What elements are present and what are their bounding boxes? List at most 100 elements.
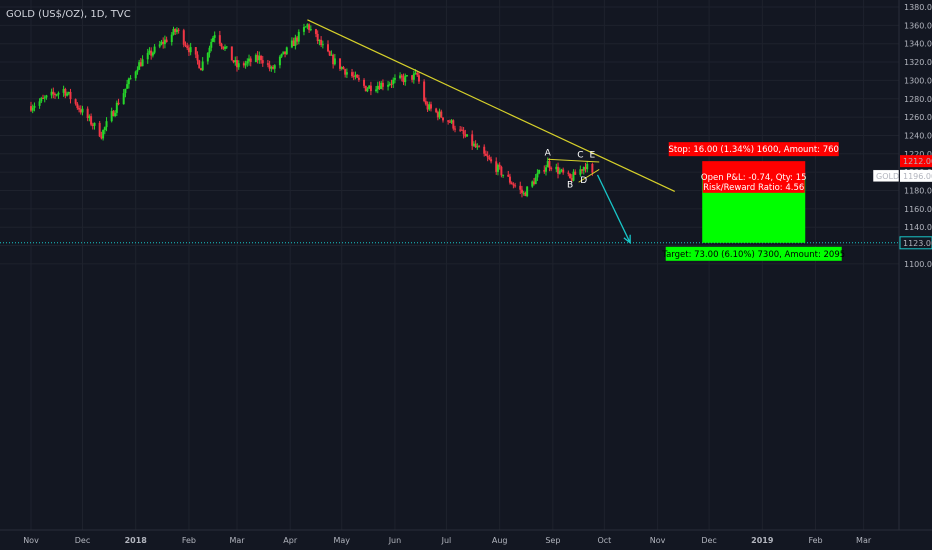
candle-body-208[interactable] [531, 181, 534, 187]
candle-body-53[interactable] [158, 44, 161, 47]
candle-body-31[interactable] [103, 127, 106, 131]
candle-body-22[interactable] [81, 108, 84, 113]
candle-body-184[interactable] [472, 143, 475, 146]
candle-body-132[interactable] [345, 72, 348, 75]
candle-body-35[interactable] [114, 112, 117, 117]
candle-body-7[interactable] [45, 95, 48, 98]
candle-body-80[interactable] [222, 46, 225, 49]
candle-body-99[interactable] [268, 64, 271, 69]
candle-body-116[interactable] [308, 24, 311, 31]
candle-body-195[interactable] [498, 164, 501, 167]
candle-body-212[interactable] [538, 169, 541, 174]
candle-body-193[interactable] [495, 161, 498, 172]
short-position-tool[interactable]: Stop: 16.00 (1.34%) 1600, Amount: 760 Ope… [661, 142, 845, 261]
candle-body-119[interactable] [316, 33, 319, 42]
candle-body-216[interactable] [548, 161, 551, 168]
candle-body-55[interactable] [162, 41, 165, 45]
candle-body-115[interactable] [306, 24, 309, 27]
candle-body-57[interactable] [165, 39, 168, 43]
candle-body-108[interactable] [290, 40, 293, 48]
candle-body-71[interactable] [199, 68, 202, 71]
candle-body-79[interactable] [220, 43, 223, 47]
candle-body-110[interactable] [294, 37, 297, 46]
candle-body-88[interactable] [242, 63, 245, 66]
candle-body-52[interactable] [153, 46, 156, 53]
candle-body-46[interactable] [139, 62, 142, 67]
candle-body-137[interactable] [357, 77, 360, 80]
candle-body-84[interactable] [232, 60, 235, 63]
candle-body-25[interactable] [90, 116, 93, 125]
candle-body-170[interactable] [438, 111, 441, 118]
candle-body-18[interactable] [74, 99, 77, 104]
candle-body-33[interactable] [110, 111, 113, 122]
candle-body-44[interactable] [136, 69, 139, 72]
candle-body-96[interactable] [260, 55, 263, 61]
candle-body-24[interactable] [88, 116, 91, 119]
candle-body-112[interactable] [297, 31, 300, 42]
candle-body-158[interactable] [411, 75, 414, 80]
candle-body-161[interactable] [416, 72, 419, 76]
candle-body-124[interactable] [328, 51, 331, 56]
candle-body-2[interactable] [33, 105, 36, 108]
candle-body-102[interactable] [273, 65, 276, 69]
candle-body-134[interactable] [352, 76, 355, 78]
candle-body-225[interactable] [570, 178, 573, 181]
candle-body-140[interactable] [366, 88, 369, 92]
candle-body-196[interactable] [500, 166, 503, 176]
candle-body-192[interactable] [490, 159, 493, 162]
candle-body-3[interactable] [38, 101, 41, 106]
candle-body-23[interactable] [86, 108, 89, 119]
candle-body-117[interactable] [309, 29, 312, 31]
candle-body-185[interactable] [474, 143, 477, 148]
candle-body-75[interactable] [210, 41, 213, 48]
candle-body-147[interactable] [381, 82, 384, 87]
candle-body-167[interactable] [429, 104, 432, 109]
candle-body-168[interactable] [435, 108, 438, 113]
candle-body-221[interactable] [560, 169, 563, 171]
candle-body-206[interactable] [524, 192, 527, 197]
candle-body-218[interactable] [555, 166, 558, 170]
candle-body-85[interactable] [234, 60, 237, 63]
candle-body-180[interactable] [462, 130, 465, 135]
candle-body-63[interactable] [182, 30, 185, 45]
candle-body-227[interactable] [574, 171, 577, 175]
candle-body-157[interactable] [405, 75, 408, 77]
candle-body-210[interactable] [534, 177, 537, 185]
candle-body-229[interactable] [581, 169, 584, 171]
candle-body-97[interactable] [261, 60, 264, 64]
candle-body-179[interactable] [460, 129, 463, 131]
candle-body-231[interactable] [584, 167, 587, 170]
candle-body-40[interactable] [126, 84, 129, 89]
candle-body-165[interactable] [426, 104, 429, 110]
candle-body-233[interactable] [591, 163, 594, 173]
candle-body-50[interactable] [150, 50, 153, 56]
candle-body-68[interactable] [194, 47, 197, 55]
candle-body-151[interactable] [392, 79, 395, 85]
candle-body-67[interactable] [189, 47, 192, 53]
candle-body-42[interactable] [129, 78, 132, 80]
candle-body-30[interactable] [102, 130, 105, 139]
candle-body-199[interactable] [508, 176, 511, 183]
candle-body-60[interactable] [174, 28, 177, 32]
candle-body-34[interactable] [112, 111, 115, 117]
candle-body-13[interactable] [62, 89, 65, 93]
candle-body-143[interactable] [375, 89, 378, 92]
candle-body-155[interactable] [402, 77, 405, 83]
candle-body-133[interactable] [351, 72, 354, 77]
candle-body-101[interactable] [272, 66, 275, 69]
candle-body-47[interactable] [141, 59, 144, 67]
candle-body-94[interactable] [256, 55, 259, 61]
candle-body-130[interactable] [342, 67, 345, 70]
candle-body-9[interactable] [52, 91, 55, 95]
candle-body-59[interactable] [172, 28, 175, 35]
candle-body-92[interactable] [249, 58, 252, 62]
candle-body-159[interactable] [412, 73, 415, 80]
candle-body-164[interactable] [424, 101, 427, 105]
candle-body-28[interactable] [98, 122, 101, 137]
candle-body-175[interactable] [450, 120, 453, 123]
candle-body-91[interactable] [248, 58, 251, 62]
candle-body-217[interactable] [550, 167, 553, 170]
candle-body-14[interactable] [64, 89, 67, 96]
candle-body-200[interactable] [510, 182, 513, 185]
